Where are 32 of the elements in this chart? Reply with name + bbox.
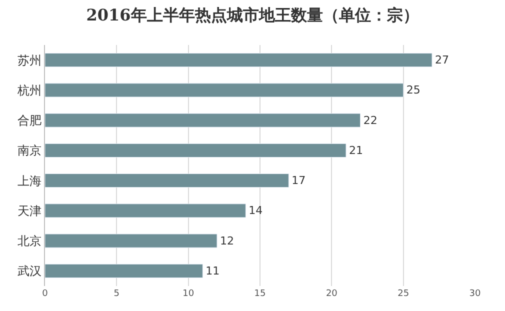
y-tick-label: 苏州 bbox=[18, 53, 42, 68]
data-label: 22 bbox=[363, 114, 378, 127]
data-label: 11 bbox=[206, 264, 220, 278]
bar bbox=[45, 83, 404, 98]
x-tick-label: 25 bbox=[398, 289, 410, 299]
y-tick-label: 南京 bbox=[18, 144, 42, 158]
x-tick-label: 20 bbox=[326, 289, 338, 299]
x-tick-label: 5 bbox=[114, 289, 120, 299]
y-tick-label: 武汉 bbox=[18, 264, 42, 278]
data-label: 27 bbox=[435, 54, 449, 67]
bar bbox=[45, 53, 432, 68]
bar bbox=[45, 174, 289, 188]
y-tick-label: 天津 bbox=[18, 204, 42, 218]
x-tick-label: 15 bbox=[254, 289, 266, 299]
y-tick-label: 合肥 bbox=[18, 114, 42, 128]
bar bbox=[45, 143, 346, 158]
chart-title: 2016年上半年热点城市地王数量（单位：宗） bbox=[86, 6, 419, 25]
bar bbox=[45, 234, 218, 248]
x-tick-label: 10 bbox=[182, 289, 194, 299]
y-tick-label: 上海 bbox=[18, 174, 42, 188]
data-label: 21 bbox=[349, 144, 363, 157]
x-tick-label: 30 bbox=[469, 289, 481, 299]
bar bbox=[45, 204, 246, 218]
data-label: 14 bbox=[248, 204, 263, 218]
data-label: 25 bbox=[406, 84, 420, 97]
data-label: 12 bbox=[220, 234, 234, 248]
y-tick-label: 杭州 bbox=[16, 83, 42, 98]
data-label: 17 bbox=[292, 174, 306, 188]
x-tick-label: 0 bbox=[42, 289, 48, 299]
bar bbox=[45, 264, 203, 278]
y-tick-label: 北京 bbox=[18, 234, 42, 248]
bar bbox=[45, 113, 361, 128]
